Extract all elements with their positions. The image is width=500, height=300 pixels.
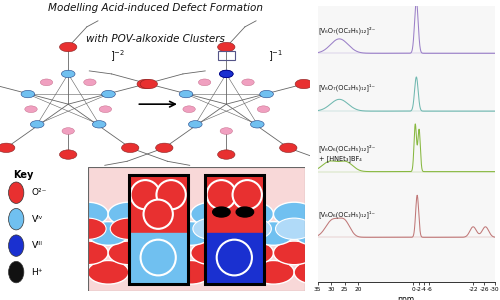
Circle shape — [258, 106, 270, 112]
Circle shape — [62, 70, 75, 78]
Circle shape — [218, 42, 235, 52]
Circle shape — [108, 241, 150, 265]
Text: + [HNEt₃]BF₄: + [HNEt₃]BF₄ — [319, 156, 362, 162]
Bar — [205, 175, 264, 232]
Circle shape — [191, 202, 232, 226]
Circle shape — [232, 202, 274, 226]
Circle shape — [295, 79, 312, 89]
Bar — [205, 175, 264, 284]
Text: with POV-alkoxide Clusters: with POV-alkoxide Clusters — [86, 34, 224, 44]
Text: O²⁻: O²⁻ — [32, 188, 47, 197]
Circle shape — [220, 128, 232, 134]
Circle shape — [260, 90, 274, 98]
Circle shape — [276, 218, 312, 239]
Circle shape — [102, 90, 116, 98]
Circle shape — [99, 106, 112, 112]
Circle shape — [156, 143, 173, 152]
Circle shape — [150, 202, 191, 226]
Circle shape — [212, 207, 230, 217]
Circle shape — [30, 121, 44, 128]
Circle shape — [150, 241, 191, 265]
Bar — [205, 232, 264, 284]
Circle shape — [21, 90, 34, 98]
Ellipse shape — [216, 240, 252, 275]
Circle shape — [40, 79, 52, 86]
Circle shape — [220, 70, 233, 78]
Circle shape — [294, 260, 336, 284]
Circle shape — [88, 222, 129, 245]
Text: $\mathsf{]}^{-1}$: $\mathsf{]}^{-1}$ — [268, 49, 283, 64]
Circle shape — [274, 202, 315, 226]
Bar — [129, 175, 188, 232]
Ellipse shape — [206, 180, 236, 209]
Circle shape — [60, 150, 77, 159]
Bar — [129, 175, 188, 284]
Text: Modelling Acid-induced Defect Formation: Modelling Acid-induced Defect Formation — [48, 3, 262, 14]
Circle shape — [108, 202, 150, 226]
Circle shape — [179, 90, 193, 98]
Text: [V₆O₆(OC₂H₅)₁₂]²⁻: [V₆O₆(OC₂H₅)₁₂]²⁻ — [319, 144, 376, 152]
Ellipse shape — [144, 200, 173, 229]
Bar — [218, 51, 235, 61]
Bar — [129, 232, 188, 284]
Circle shape — [0, 143, 15, 152]
Text: Key: Key — [14, 170, 34, 180]
Ellipse shape — [156, 180, 186, 209]
Text: [V₆O₇(OC₂H₅)₁₂]¹⁻: [V₆O₇(OC₂H₅)₁₂]¹⁻ — [319, 84, 376, 92]
Ellipse shape — [140, 240, 176, 275]
Circle shape — [140, 79, 158, 89]
X-axis label: ppm: ppm — [398, 295, 415, 300]
Circle shape — [110, 218, 148, 239]
Circle shape — [46, 222, 88, 245]
Circle shape — [294, 222, 336, 245]
Circle shape — [193, 218, 230, 239]
Circle shape — [67, 202, 108, 226]
Circle shape — [242, 79, 254, 86]
Text: Vᴵᵛ: Vᴵᵛ — [32, 215, 43, 224]
Circle shape — [152, 218, 188, 239]
Circle shape — [212, 222, 253, 245]
Text: H⁺: H⁺ — [32, 268, 43, 277]
Circle shape — [129, 222, 170, 245]
Circle shape — [280, 143, 297, 152]
Circle shape — [198, 79, 211, 86]
Circle shape — [188, 121, 202, 128]
Circle shape — [191, 241, 232, 265]
Circle shape — [129, 260, 170, 284]
Circle shape — [67, 241, 108, 265]
Text: Vᴵᴵᴵ: Vᴵᴵᴵ — [32, 241, 42, 250]
Circle shape — [253, 260, 294, 284]
Circle shape — [69, 218, 106, 239]
Circle shape — [8, 235, 24, 256]
Circle shape — [46, 260, 88, 284]
Circle shape — [170, 222, 211, 245]
Circle shape — [234, 218, 272, 239]
Ellipse shape — [232, 180, 262, 209]
Circle shape — [274, 241, 315, 265]
Circle shape — [25, 106, 37, 112]
Circle shape — [236, 207, 254, 217]
Circle shape — [8, 182, 24, 203]
Circle shape — [212, 260, 253, 284]
Circle shape — [183, 106, 196, 112]
Text: $\mathsf{]}^{-2}$: $\mathsf{]}^{-2}$ — [110, 49, 125, 64]
Circle shape — [92, 121, 106, 128]
Circle shape — [253, 222, 294, 245]
Circle shape — [122, 143, 139, 152]
Circle shape — [250, 121, 264, 128]
Circle shape — [137, 79, 154, 89]
Circle shape — [232, 241, 274, 265]
Circle shape — [170, 260, 211, 284]
Circle shape — [60, 42, 77, 52]
Circle shape — [62, 128, 74, 134]
Circle shape — [88, 260, 129, 284]
Circle shape — [218, 150, 235, 159]
Circle shape — [8, 208, 24, 230]
Circle shape — [84, 79, 96, 86]
Ellipse shape — [130, 180, 160, 209]
Text: [V₆O₆(OC₂H₅)₁₂]¹⁻: [V₆O₆(OC₂H₅)₁₂]¹⁻ — [319, 210, 376, 218]
Text: [V₆O₇(OC₂H₅)₁₂]²⁻: [V₆O₇(OC₂H₅)₁₂]²⁻ — [319, 26, 376, 34]
Circle shape — [8, 261, 24, 283]
Circle shape — [220, 70, 233, 78]
